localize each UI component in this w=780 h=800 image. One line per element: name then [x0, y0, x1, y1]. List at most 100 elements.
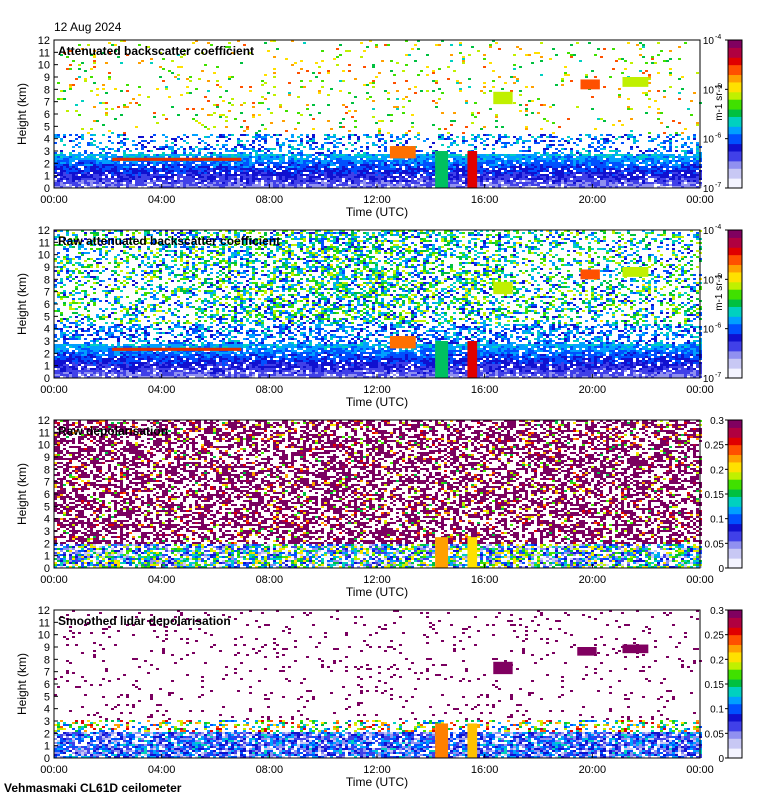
- heatmap-cell: [564, 186, 567, 188]
- heatmap-cell: [483, 160, 486, 162]
- heatmap-cell: [552, 164, 555, 166]
- heatmap-cell: [510, 174, 513, 176]
- heatmap-cell: [420, 178, 423, 180]
- heatmap-cell: [489, 134, 492, 136]
- heatmap-cell: [348, 172, 351, 174]
- heatmap-cell: [243, 166, 246, 168]
- heatmap-cell: [447, 78, 450, 80]
- heatmap-cell: [369, 176, 372, 178]
- heatmap-cell: [108, 148, 111, 150]
- heatmap-cell: [339, 172, 342, 174]
- heatmap-cell: [384, 162, 387, 164]
- heatmap-cell: [69, 172, 72, 174]
- heatmap-cell: [222, 144, 225, 146]
- heatmap-cell: [630, 168, 633, 170]
- heatmap-cell: [513, 64, 516, 66]
- heatmap-cell: [387, 44, 390, 46]
- heatmap-cell: [210, 182, 213, 184]
- heatmap-cell: [375, 174, 378, 176]
- heatmap-cell: [105, 182, 108, 184]
- heatmap-cell: [117, 166, 120, 168]
- heatmap-cell: [681, 180, 684, 182]
- heatmap-cell: [129, 150, 132, 152]
- heatmap-cell: [228, 102, 231, 104]
- heatmap-cell: [243, 174, 246, 176]
- heatmap-cell: [141, 172, 144, 174]
- heatmap-cell: [324, 134, 327, 136]
- heatmap-cell: [243, 186, 246, 188]
- heatmap-cell: [264, 98, 267, 100]
- heatmap-cell: [585, 166, 588, 168]
- heatmap-cell: [180, 176, 183, 178]
- heatmap-cell: [567, 140, 570, 142]
- heatmap-cell: [576, 138, 579, 140]
- heatmap-cell: [114, 168, 117, 170]
- heatmap-cell: [426, 186, 429, 188]
- heatmap-cell: [555, 168, 558, 170]
- heatmap-cell: [579, 134, 582, 136]
- heatmap-cell: [513, 166, 516, 168]
- heatmap-cell: [675, 150, 678, 152]
- heatmap-cell: [84, 168, 87, 170]
- heatmap-cell: [123, 106, 126, 108]
- heatmap-cell: [651, 156, 654, 158]
- heatmap-cell: [159, 170, 162, 172]
- heatmap-cell: [282, 162, 285, 164]
- heatmap-cell: [627, 152, 630, 154]
- heatmap-cell: [426, 176, 429, 178]
- heatmap-cell: [123, 174, 126, 176]
- heatmap-cell: [663, 148, 666, 150]
- heatmap-cell: [114, 118, 117, 120]
- heatmap-cell: [57, 354, 60, 356]
- heatmap-cell: [360, 146, 363, 148]
- heatmap-cell: [171, 106, 174, 108]
- heatmap-cell: [96, 174, 99, 176]
- heatmap-cell: [405, 166, 408, 168]
- heatmap-cell: [294, 186, 297, 188]
- heatmap-cell: [531, 154, 534, 156]
- heatmap-cell: [459, 186, 462, 188]
- heatmap-cell: [237, 156, 240, 158]
- heatmap-cell: [54, 336, 57, 338]
- heatmap-cell: [54, 356, 57, 358]
- heatmap-cell: [408, 138, 411, 140]
- heatmap-cell: [177, 78, 180, 80]
- heatmap-cell: [354, 164, 357, 166]
- heatmap-cell: [612, 178, 615, 180]
- heatmap-cell: [210, 170, 213, 172]
- heatmap-cell: [60, 90, 63, 92]
- heatmap-cell: [345, 182, 348, 184]
- heatmap-cell: [234, 172, 237, 174]
- heatmap-cell: [78, 180, 81, 182]
- heatmap-cell: [375, 180, 378, 182]
- heatmap-cell: [504, 146, 507, 148]
- heatmap-cell: [216, 104, 219, 106]
- heatmap-cell: [90, 164, 93, 166]
- heatmap-cell: [648, 106, 651, 108]
- heatmap-cell: [372, 64, 375, 66]
- heatmap-cell: [564, 182, 567, 184]
- heatmap-cell: [561, 178, 564, 180]
- heatmap-cell: [513, 82, 516, 84]
- heatmap-cell: [645, 164, 648, 166]
- heatmap-cell: [195, 164, 198, 166]
- heatmap-cell: [198, 122, 201, 124]
- heatmap-cell: [234, 184, 237, 186]
- heatmap-cell: [192, 180, 195, 182]
- heatmap-cell: [435, 82, 438, 84]
- heatmap-cell: [657, 170, 660, 172]
- heatmap-cell: [684, 178, 687, 180]
- heatmap-cell: [150, 182, 153, 184]
- heatmap-cell: [630, 156, 633, 158]
- heatmap-cell: [438, 88, 441, 90]
- heatmap-cell: [696, 162, 699, 164]
- heatmap-cell: [474, 138, 477, 140]
- heatmap-cell: [600, 154, 603, 156]
- heatmap-cell: [177, 172, 180, 174]
- heatmap-cell: [186, 180, 189, 182]
- heatmap-cell: [579, 154, 582, 156]
- heatmap-cell: [453, 152, 456, 154]
- heatmap-cell: [456, 154, 459, 156]
- heatmap-cell: [264, 166, 267, 168]
- heatmap-cell: [240, 146, 243, 148]
